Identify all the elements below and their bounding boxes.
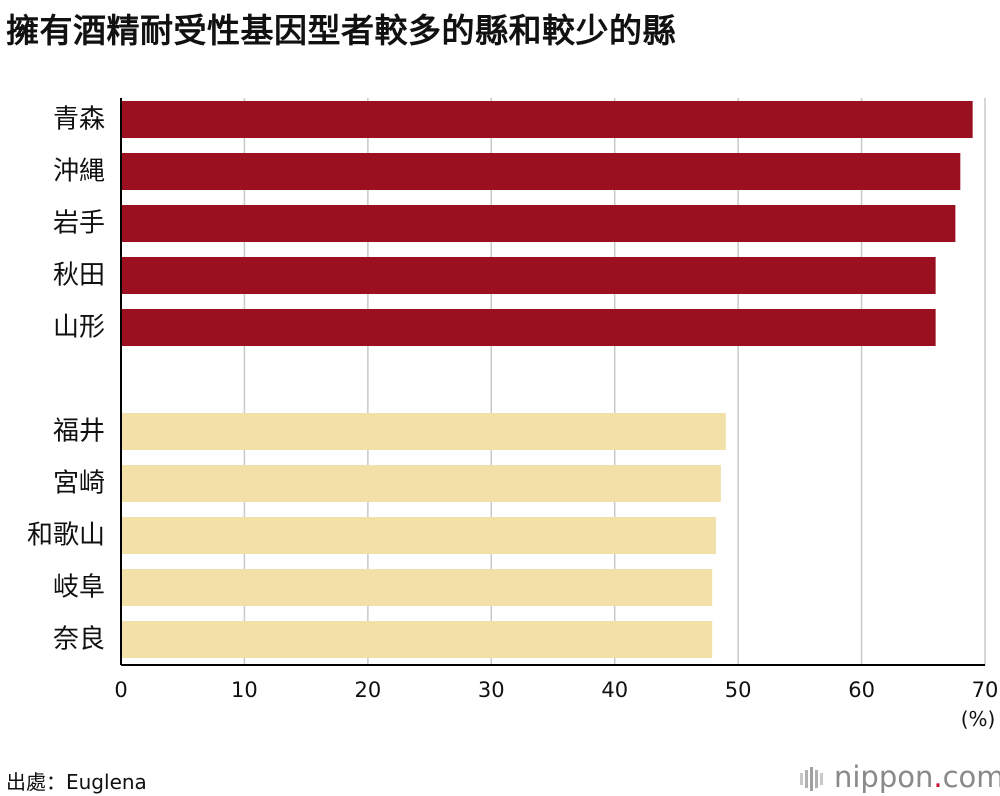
bar (121, 205, 956, 242)
logo-bars-icon (800, 767, 823, 791)
bars (121, 101, 973, 658)
category-label: 岩手 (53, 209, 105, 239)
category-label: 秋田 (53, 261, 105, 291)
category-label: 青森 (53, 105, 105, 135)
category-label: 岐阜 (53, 573, 105, 603)
x-tick-label: 10 (231, 678, 258, 702)
x-tick-label: 60 (848, 678, 875, 702)
bar (121, 517, 716, 554)
chart-title: 擁有酒精耐受性基因型者較多的縣和較少的縣 (6, 11, 676, 50)
category-label: 沖縄 (53, 157, 105, 187)
category-label: 宮崎 (53, 469, 105, 499)
bar (121, 101, 973, 138)
nippon-logo[interactable]: nippon.com (800, 760, 1000, 794)
source-note: 出處：Euglena (6, 770, 147, 794)
logo-tld: com (942, 760, 1000, 794)
category-label: 和歌山 (27, 521, 105, 551)
bar (121, 465, 721, 502)
bar (121, 153, 961, 190)
category-label: 福井 (53, 417, 105, 447)
x-tick-label: 70 (972, 678, 999, 702)
bar (121, 621, 713, 658)
logo-brand: nippon (834, 760, 934, 794)
bar (121, 569, 713, 606)
category-label: 山形 (53, 313, 105, 343)
bar (121, 257, 936, 294)
x-tick-label: 40 (601, 678, 628, 702)
bar (121, 309, 936, 346)
unit-label: (%) (961, 707, 996, 731)
x-tick-label: 50 (725, 678, 752, 702)
x-tick-label: 30 (478, 678, 505, 702)
category-label: 奈良 (53, 625, 105, 655)
x-tick-label: 0 (114, 678, 127, 702)
gridlines (243, 98, 986, 665)
logo-dot: . (933, 760, 943, 794)
x-tick-label: 20 (354, 678, 381, 702)
axes: 0 10 20 30 40 50 60 70 (114, 98, 998, 702)
bar (121, 413, 726, 450)
